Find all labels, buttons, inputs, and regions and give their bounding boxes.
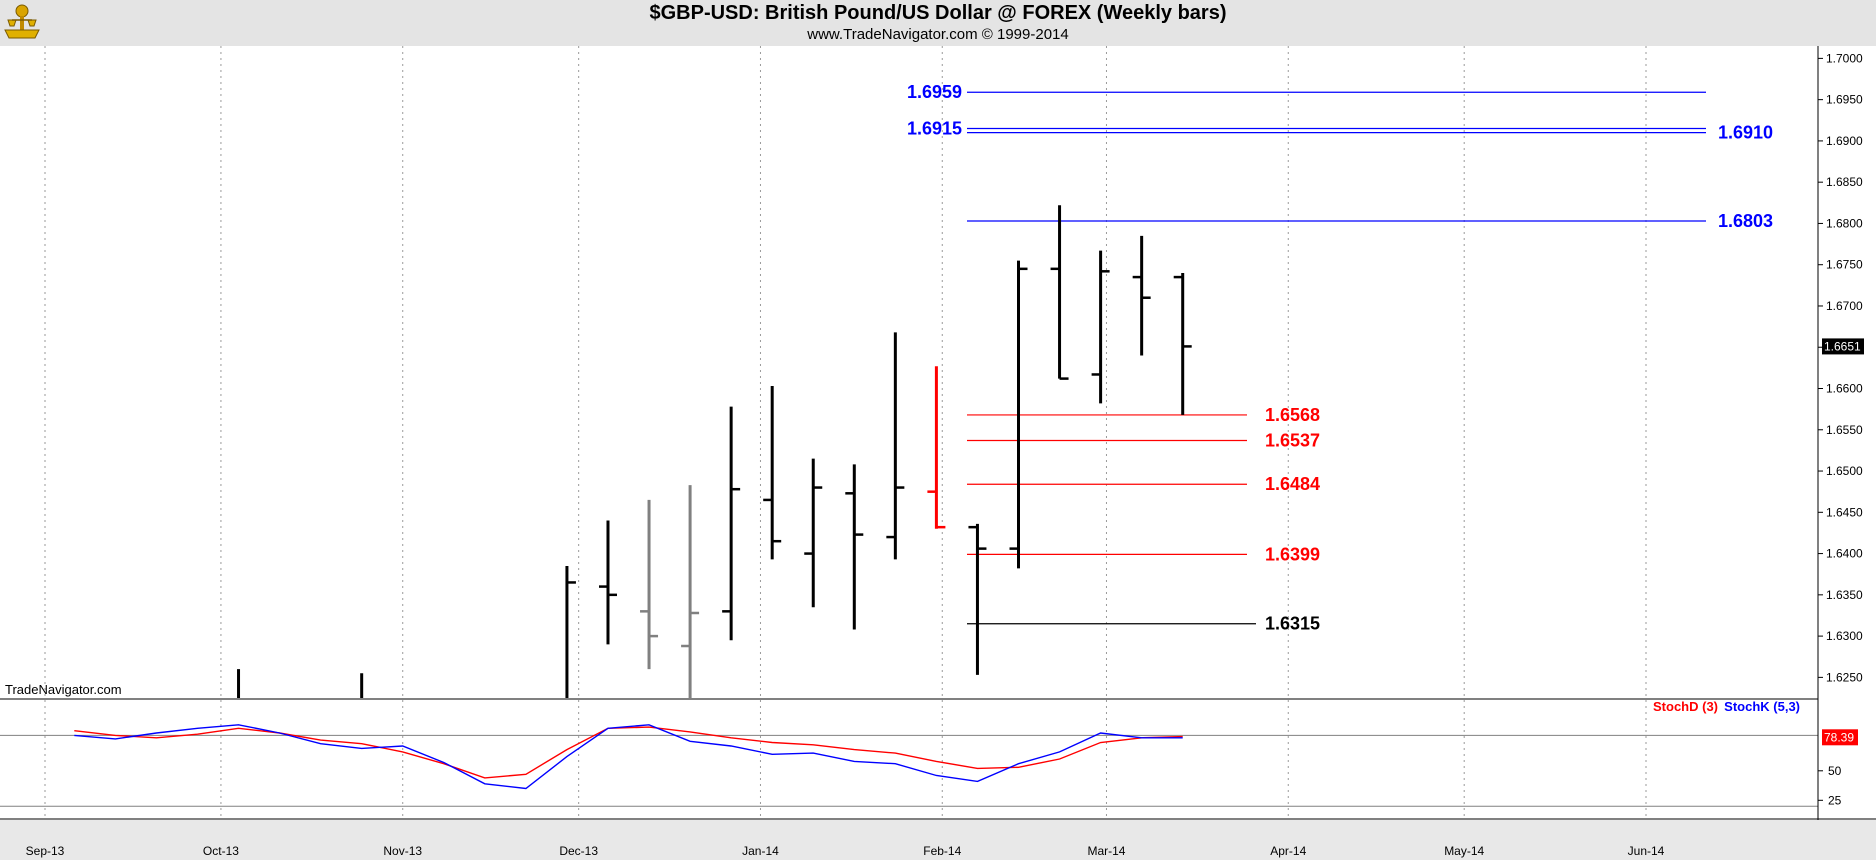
y-tick-label: 1.6600 xyxy=(1826,382,1863,396)
y-tick-label: 1.6850 xyxy=(1826,175,1863,189)
level-label: 1.6803 xyxy=(1718,211,1773,231)
y-tick-label: 1.6950 xyxy=(1826,93,1863,107)
x-axis-area xyxy=(0,820,1876,860)
level-label: 1.6399 xyxy=(1265,544,1320,564)
x-tick-label: Mar-14 xyxy=(1087,844,1125,858)
x-tick-label: Nov-13 xyxy=(383,844,422,858)
last-price-label: 1.6651 xyxy=(1824,339,1861,353)
x-tick-label: Jun-14 xyxy=(1628,844,1665,858)
level-label: 1.6915 xyxy=(907,119,962,139)
axes: 1.6250 1.6300 1.6350 1.6400 1.6450 1.6500 1.65… xyxy=(0,46,1876,860)
y-tick-label: 1.6500 xyxy=(1826,464,1863,478)
last-price-box xyxy=(1822,338,1864,355)
ohlc-bars xyxy=(237,205,1192,698)
horizontal-levels: 1.6959 1.6915 1.6910 1.6803 1.6568 1.6537 1.64… xyxy=(907,82,1773,634)
y-tick-label: 1.6700 xyxy=(1826,299,1863,313)
trade-navigator-logo-icon xyxy=(4,4,40,39)
y-tick-label: 1.6250 xyxy=(1826,670,1863,684)
stoch-series-line xyxy=(74,724,1183,790)
x-tick-label: Oct-13 xyxy=(203,844,239,858)
level-label: 1.6315 xyxy=(1265,614,1320,634)
legend-stochk: StochK (5,3) xyxy=(1724,699,1800,714)
stoch-series-line xyxy=(74,726,1183,779)
x-tick-label: Feb-14 xyxy=(923,844,961,858)
chart-header: $GBP-USD: British Pound/US Dollar @ FORE… xyxy=(0,0,1876,46)
level-label: 1.6484 xyxy=(1265,474,1320,494)
y-tick-label: 1.6550 xyxy=(1826,423,1863,437)
chart-title: $GBP-USD: British Pound/US Dollar @ FORE… xyxy=(649,2,1227,24)
watermark-text: TradeNavigator.com xyxy=(5,682,122,697)
y-tick-label: 1.6350 xyxy=(1826,588,1863,602)
y-tick-label: 1.6450 xyxy=(1826,505,1863,519)
y-tick-label: 1.6900 xyxy=(1826,134,1863,148)
y-tick-label: 1.7000 xyxy=(1826,51,1863,65)
x-tick-label: May-14 xyxy=(1444,844,1484,858)
x-tick-label: Apr-14 xyxy=(1270,844,1306,858)
stoch-y-tick-label: 50 xyxy=(1828,764,1842,778)
level-label: 1.6568 xyxy=(1265,405,1320,425)
chart-subtitle: www.TradeNavigator.com © 1999-2014 xyxy=(807,26,1069,43)
stoch-last-value-label: 78.39 xyxy=(1824,730,1854,744)
legend-stochd: StochD (3) xyxy=(1653,699,1718,714)
stoch-last-value-box xyxy=(1822,729,1858,746)
level-label: 1.6910 xyxy=(1718,123,1773,143)
y-tick-label: 1.6400 xyxy=(1826,547,1863,561)
x-tick-label: Sep-13 xyxy=(26,844,65,858)
grid xyxy=(44,46,1647,824)
stochastic-panel xyxy=(0,724,1818,807)
stoch-y-tick-label: 25 xyxy=(1828,793,1842,807)
x-tick-label: Dec-13 xyxy=(559,844,598,858)
right-axis-area xyxy=(1818,46,1876,860)
y-tick-label: 1.6800 xyxy=(1826,216,1863,230)
level-label: 1.6537 xyxy=(1265,431,1320,451)
x-tick-label: Jan-14 xyxy=(742,844,779,858)
y-tick-label: 1.6750 xyxy=(1826,258,1863,272)
level-label: 1.6959 xyxy=(907,82,962,102)
y-tick-label: 1.6300 xyxy=(1826,629,1863,643)
